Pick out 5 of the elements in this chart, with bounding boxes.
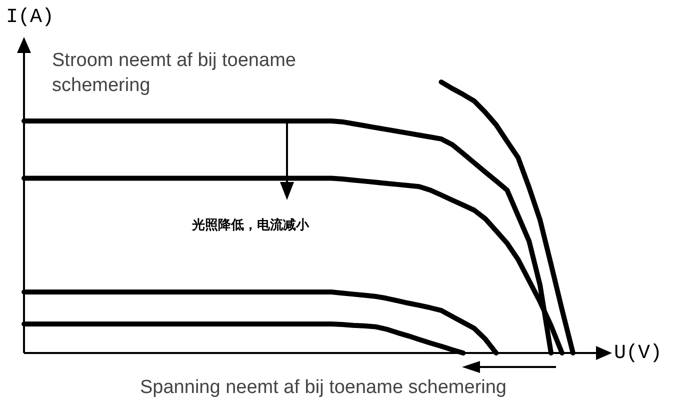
annotation: 光照降低，电流减小 xyxy=(192,216,309,234)
x-axis-title: U(V) xyxy=(614,342,662,365)
text: Spanning neemt af bij toename schemering xyxy=(140,376,507,400)
y-axis-title: I(A) xyxy=(6,6,54,29)
annotation: Stroom neemt af bij toename schemering xyxy=(52,49,297,98)
